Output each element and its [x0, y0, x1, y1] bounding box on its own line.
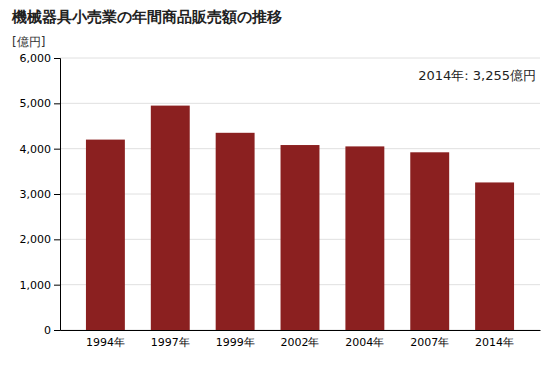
x-tick-label: 2004年	[345, 336, 384, 349]
y-tick-label: 0	[44, 324, 51, 337]
y-tick: 3,000	[20, 188, 61, 201]
y-tick: 5,000	[20, 97, 61, 110]
x-tick-label: 1999年	[216, 336, 255, 349]
x-tick-label: 2002年	[281, 336, 320, 349]
grid	[60, 58, 540, 330]
y-tick: 2,000	[20, 233, 61, 246]
y-tick-label: 5,000	[20, 97, 52, 110]
bar	[410, 152, 449, 330]
x-tick-label: 1997年	[151, 336, 190, 349]
x-tick: 2007年	[410, 336, 449, 349]
x-tick: 2004年	[345, 336, 384, 349]
y-tick-mark	[54, 239, 60, 240]
title: 機械器具小売業の年間商品販売額の推移	[11, 8, 282, 26]
x-tick: 1994年	[86, 336, 125, 349]
bar	[281, 145, 320, 330]
y-tick-label: 2,000	[20, 233, 52, 246]
grid-line	[60, 58, 540, 59]
bar	[216, 133, 255, 330]
y-tick: 1,000	[20, 279, 61, 292]
y-tick-mark	[54, 194, 60, 195]
y-tick-mark	[54, 285, 60, 286]
y-tick: 0	[44, 324, 60, 337]
y-axis-label: [億円]	[12, 35, 45, 49]
x-axis: 1994年 1997年 1999年 2002年 2004年 2007年 2014年	[61, 331, 541, 349]
plot-area: 0 1,000 2,000 3,000 4,000 5,000 6,000 1994年 1997…	[20, 52, 541, 349]
bar	[475, 182, 514, 330]
y-axis-line	[54, 59, 61, 331]
x-tick: 2002年	[281, 336, 320, 349]
x-axis-line	[61, 330, 541, 331]
x-tick-label: 1994年	[86, 336, 125, 349]
y-tick-label: 4,000	[20, 143, 52, 156]
y-tick: 6,000	[20, 52, 61, 65]
x-tick-label: 2014年	[475, 336, 514, 349]
chart-container: 0 1,000 2,000 3,000 4,000 5,000 6,000 1994年 1997…	[0, 0, 560, 366]
bar	[86, 140, 125, 330]
x-tick: 2014年	[475, 336, 514, 349]
x-tick-label: 2007年	[410, 336, 449, 349]
x-tick: 1997年	[151, 336, 190, 349]
bar	[345, 146, 384, 330]
y-tick-mark	[54, 103, 60, 104]
bars	[86, 106, 514, 330]
chart-svg: 0 1,000 2,000 3,000 4,000 5,000 6,000 1994年 1997…	[0, 0, 560, 366]
x-tick: 1999年	[216, 336, 255, 349]
y-tick-label: 1,000	[20, 279, 52, 292]
y-axis: 0 1,000 2,000 3,000 4,000 5,000 6,000	[20, 52, 61, 337]
y-tick-mark	[54, 58, 60, 59]
bar	[151, 106, 190, 330]
grid-line	[60, 103, 540, 104]
annotation: 2014年: 3,255億円	[418, 68, 536, 83]
y-tick-label: 6,000	[20, 52, 52, 65]
y-tick-mark	[54, 330, 60, 331]
y-tick-mark	[54, 149, 60, 150]
y-tick: 4,000	[20, 143, 61, 156]
y-tick-label: 3,000	[20, 188, 52, 201]
